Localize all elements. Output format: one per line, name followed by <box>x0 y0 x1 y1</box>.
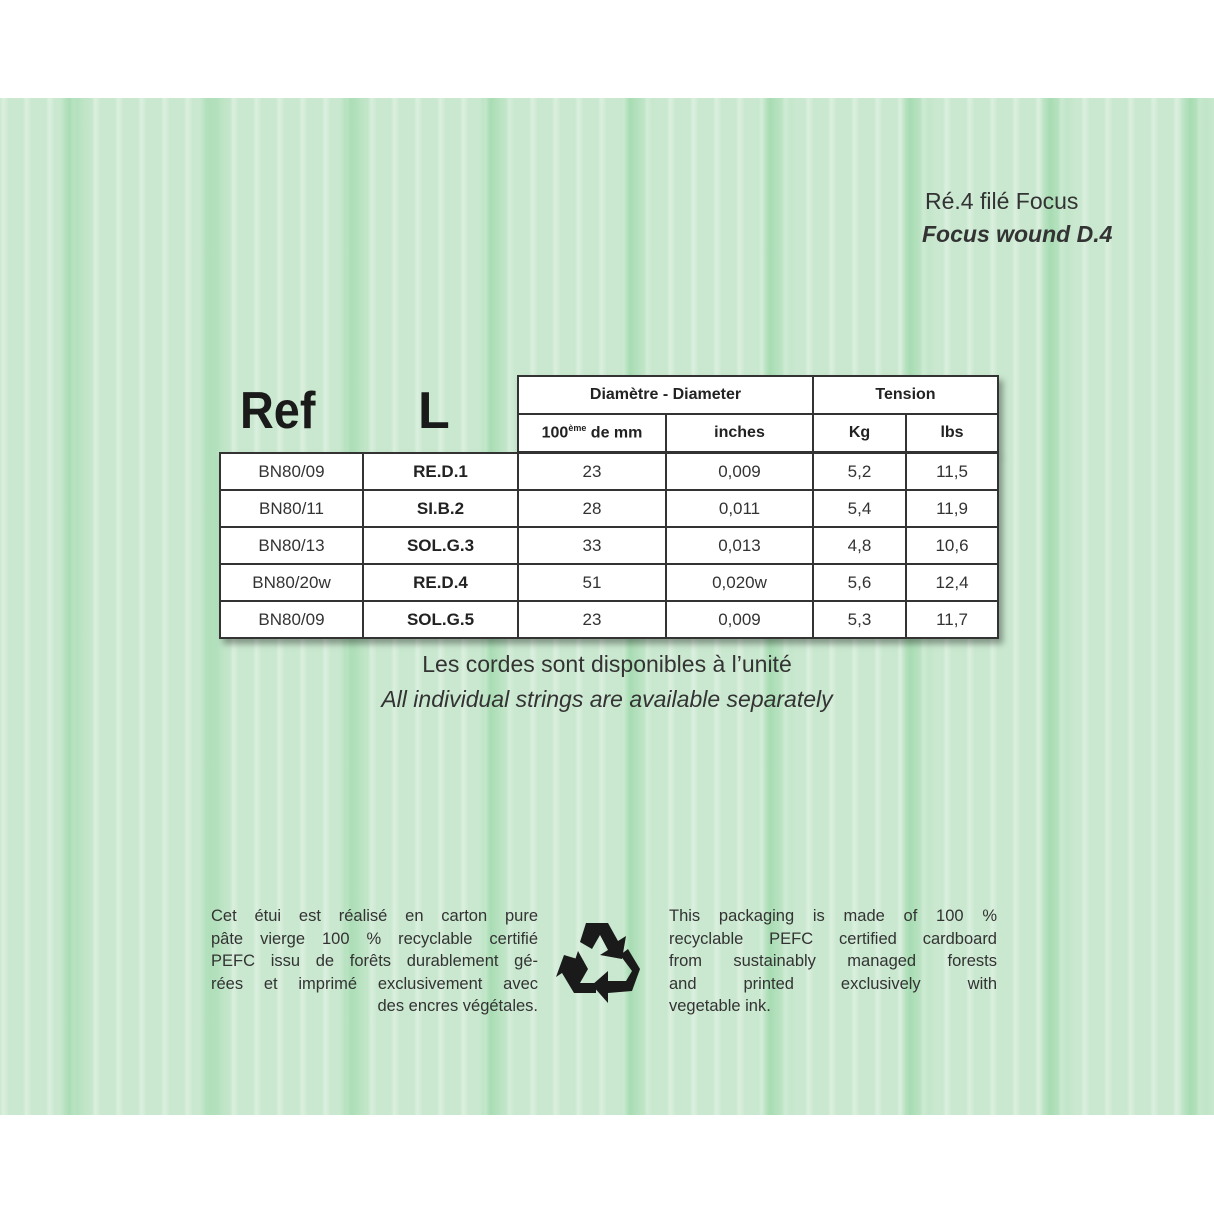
text-line: This packaging is made of 100 % <box>669 907 997 925</box>
cell-ref: BN80/13 <box>219 526 364 565</box>
cell-lbs: 11,5 <box>905 452 999 491</box>
cell-l: RE.D.4 <box>362 563 519 602</box>
text-line: PEFC issu de forêts durablement gé- <box>211 952 538 970</box>
cell-mm: 23 <box>517 452 667 491</box>
cell-inches: 0,009 <box>665 452 814 491</box>
text-line: vegetable ink. <box>669 997 771 1015</box>
text-line: des encres végétales. <box>377 997 538 1015</box>
availability-en: All individual strings are available sep… <box>381 686 833 712</box>
mm-header: 100ème de mm <box>517 413 667 453</box>
cell-ref: BN80/11 <box>219 489 364 528</box>
text-line: Cet étui est réalisé en carton pure <box>211 907 538 925</box>
recycling-text-fr: Cet étui est réalisé en carton pure pâte … <box>211 905 538 1018</box>
cell-inches: 0,020w <box>665 563 814 602</box>
cell-kg: 4,8 <box>812 526 907 565</box>
table-row: BN80/09 SOL.G.5 23 0,009 5,3 11,7 <box>219 600 999 639</box>
ref-column-heading: Ref <box>240 382 316 440</box>
table-header: Diamètre - Diameter Tension 100ème de mm… <box>517 375 999 453</box>
l-column-heading: L <box>418 382 450 440</box>
diameter-group-header: Diamètre - Diameter <box>517 375 814 415</box>
text-line: pâte vierge 100 % recyclable certifié <box>211 929 538 948</box>
cell-lbs: 10,6 <box>905 526 999 565</box>
cell-inches: 0,009 <box>665 600 814 639</box>
strings-table: BN80/09 RE.D.1 23 0,009 5,2 11,5 BN80/11 SI.B.2… <box>219 452 999 639</box>
cell-kg: 5,4 <box>812 489 907 528</box>
text-line: and printed exclusively with <box>669 974 997 993</box>
product-title-fr: Ré.4 filé Focus <box>925 188 1079 214</box>
cell-l: RE.D.1 <box>362 452 519 491</box>
cell-kg: 5,2 <box>812 452 907 491</box>
table-row: BN80/13 SOL.G.3 33 0,013 4,8 10,6 <box>219 526 999 565</box>
cell-lbs: 11,9 <box>905 489 999 528</box>
cell-mm: 33 <box>517 526 667 565</box>
cell-kg: 5,6 <box>812 563 907 602</box>
cell-lbs: 12,4 <box>905 563 999 602</box>
cell-mm: 28 <box>517 489 667 528</box>
recycling-text-en: This packaging is made of 100 % recyclabl… <box>669 905 997 1018</box>
cell-l: SOL.G.5 <box>362 600 519 639</box>
recycle-icon <box>556 915 650 1005</box>
kg-header: Kg <box>812 413 907 453</box>
cell-inches: 0,013 <box>665 526 814 565</box>
table-row: BN80/11 SI.B.2 28 0,011 5,4 11,9 <box>219 489 999 528</box>
cell-l: SI.B.2 <box>362 489 519 528</box>
inches-header: inches <box>665 413 814 453</box>
tension-group-header: Tension <box>812 375 999 415</box>
cell-ref: BN80/09 <box>219 452 364 491</box>
availability-fr: Les cordes sont disponibles à l’unité <box>422 651 792 677</box>
cell-l: SOL.G.3 <box>362 526 519 565</box>
cell-ref: BN80/20w <box>219 563 364 602</box>
text-line: from sustainably managed forests <box>669 952 997 970</box>
cell-ref: BN80/09 <box>219 600 364 639</box>
product-title-en: Focus wound D.4 <box>922 221 1113 247</box>
cell-mm: 23 <box>517 600 667 639</box>
text-line: rées et imprimé exclusivement avec <box>211 974 538 993</box>
cell-inches: 0,011 <box>665 489 814 528</box>
lbs-header: lbs <box>905 413 999 453</box>
cell-lbs: 11,7 <box>905 600 999 639</box>
table-row: BN80/20w RE.D.4 51 0,020w 5,6 12,4 <box>219 563 999 602</box>
table-row: BN80/09 RE.D.1 23 0,009 5,2 11,5 <box>219 452 999 491</box>
cell-mm: 51 <box>517 563 667 602</box>
cell-kg: 5,3 <box>812 600 907 639</box>
text-line: recyclable PEFC certified cardboard <box>669 929 997 948</box>
